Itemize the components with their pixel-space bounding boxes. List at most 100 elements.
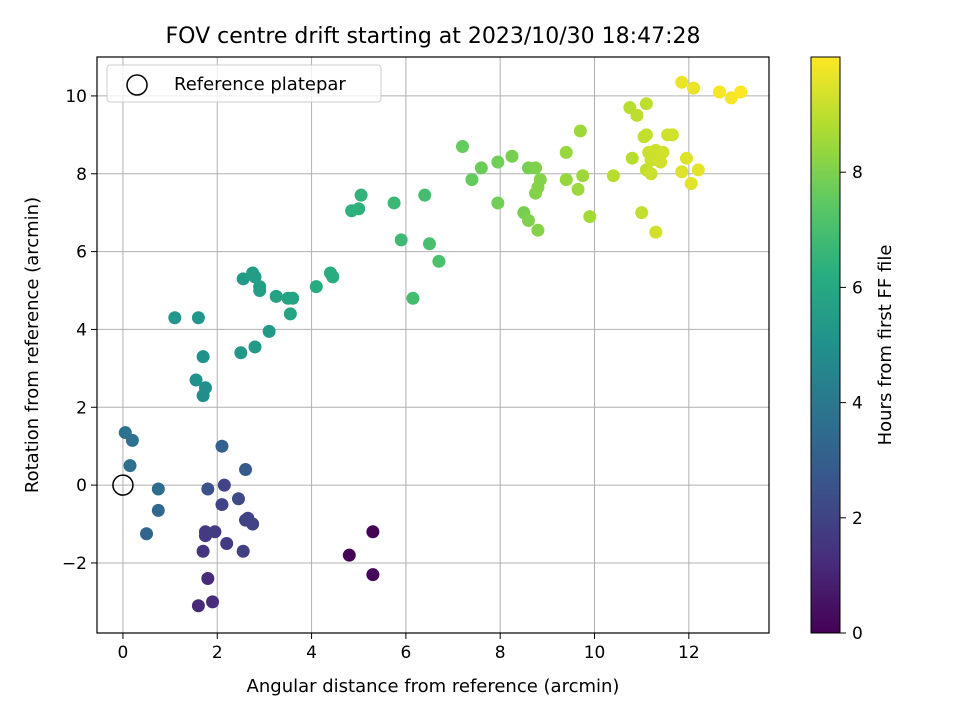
data-point bbox=[215, 498, 229, 512]
data-point bbox=[533, 173, 547, 187]
data-point bbox=[231, 492, 245, 506]
data-point bbox=[208, 525, 222, 539]
colorbar-label: Hours from first FF file bbox=[875, 245, 896, 446]
data-point bbox=[201, 572, 215, 586]
data-point bbox=[505, 149, 519, 163]
data-point bbox=[196, 350, 210, 364]
y-tick-label: 0 bbox=[76, 476, 87, 496]
data-point bbox=[654, 155, 668, 169]
data-point bbox=[189, 373, 203, 387]
data-point bbox=[422, 237, 436, 251]
data-point bbox=[248, 340, 262, 354]
data-point bbox=[684, 176, 698, 190]
reference-point-marker bbox=[112, 474, 134, 496]
data-point bbox=[559, 145, 573, 159]
data-point bbox=[239, 463, 253, 477]
colorbar-ticks: 0 2 4 6 8 bbox=[840, 163, 863, 644]
data-point bbox=[220, 536, 234, 550]
data-point bbox=[491, 155, 505, 169]
data-point bbox=[241, 511, 255, 525]
y-tick-label: 10 bbox=[65, 87, 87, 107]
data-point bbox=[366, 525, 380, 539]
data-point bbox=[531, 223, 545, 237]
data-point bbox=[283, 307, 297, 321]
data-point bbox=[354, 188, 368, 202]
data-point bbox=[712, 85, 726, 99]
x-tick-label: 10 bbox=[584, 643, 606, 663]
data-point bbox=[576, 169, 590, 183]
data-point bbox=[191, 599, 205, 613]
colorbar: 0 2 4 6 8 Hours from first FF file bbox=[810, 56, 896, 644]
data-point bbox=[734, 85, 748, 99]
data-point bbox=[491, 196, 505, 210]
colorbar-tick-label: 0 bbox=[852, 624, 863, 644]
data-point bbox=[286, 291, 300, 305]
data-point bbox=[151, 503, 165, 517]
data-point bbox=[366, 568, 380, 582]
y-tick-label: 4 bbox=[76, 320, 87, 340]
data-point bbox=[198, 381, 212, 395]
data-point bbox=[637, 130, 651, 144]
data-point bbox=[206, 595, 220, 609]
data-point bbox=[168, 311, 182, 325]
data-point bbox=[215, 439, 229, 453]
data-point bbox=[236, 544, 250, 558]
x-tick-label: 8 bbox=[495, 643, 506, 663]
data-point bbox=[665, 128, 679, 142]
data-point bbox=[140, 527, 154, 541]
data-point bbox=[724, 91, 738, 105]
data-point bbox=[248, 270, 262, 284]
data-point bbox=[474, 161, 488, 175]
data-point bbox=[583, 210, 597, 224]
data-point bbox=[573, 124, 587, 138]
data-point bbox=[326, 270, 340, 284]
data-point bbox=[406, 291, 420, 305]
x-tick-label: 2 bbox=[212, 643, 223, 663]
data-point bbox=[649, 225, 663, 239]
data-points bbox=[112, 75, 748, 613]
x-axis-label: Angular distance from reference (arcmin) bbox=[247, 676, 620, 697]
chart-title: FOV centre drift starting at 2023/10/30 … bbox=[166, 24, 701, 49]
data-point bbox=[691, 163, 705, 177]
data-point bbox=[465, 173, 479, 187]
colorbar-tick-label: 2 bbox=[852, 509, 863, 529]
data-point bbox=[201, 482, 215, 496]
colorbar-tick-label: 4 bbox=[852, 394, 863, 414]
colorbar-gradient bbox=[810, 56, 841, 634]
data-point bbox=[675, 165, 689, 179]
colorbar-tick-label: 6 bbox=[852, 278, 863, 298]
data-point bbox=[644, 167, 658, 181]
data-point bbox=[387, 196, 401, 210]
data-point bbox=[196, 544, 210, 558]
data-point bbox=[151, 482, 165, 496]
data-point bbox=[571, 182, 585, 196]
data-point bbox=[262, 324, 276, 338]
y-tick-label: 2 bbox=[76, 398, 87, 418]
data-point bbox=[191, 311, 205, 325]
data-point bbox=[418, 188, 432, 202]
data-point bbox=[559, 173, 573, 187]
data-point bbox=[687, 81, 701, 95]
data-point bbox=[625, 151, 639, 165]
data-point bbox=[236, 272, 250, 286]
data-point bbox=[521, 213, 535, 227]
data-point bbox=[352, 202, 366, 216]
x-tick-label: 4 bbox=[306, 643, 317, 663]
legend-label-reference: Reference platepar bbox=[174, 74, 346, 95]
grid-lines bbox=[97, 57, 769, 633]
data-point bbox=[394, 233, 408, 247]
data-point bbox=[309, 280, 323, 294]
legend: Reference platepar bbox=[106, 64, 382, 103]
data-point bbox=[675, 75, 689, 89]
y-tick-label: 8 bbox=[76, 165, 87, 185]
y-tick-label: −2 bbox=[62, 554, 87, 574]
x-axis-ticks: 0 2 4 6 8 10 12 bbox=[118, 633, 700, 663]
data-point bbox=[639, 97, 653, 111]
data-point bbox=[529, 186, 543, 200]
x-tick-label: 0 bbox=[118, 643, 129, 663]
x-tick-label: 12 bbox=[678, 643, 700, 663]
data-point bbox=[630, 108, 644, 122]
data-point bbox=[635, 206, 649, 220]
data-point bbox=[529, 161, 543, 175]
